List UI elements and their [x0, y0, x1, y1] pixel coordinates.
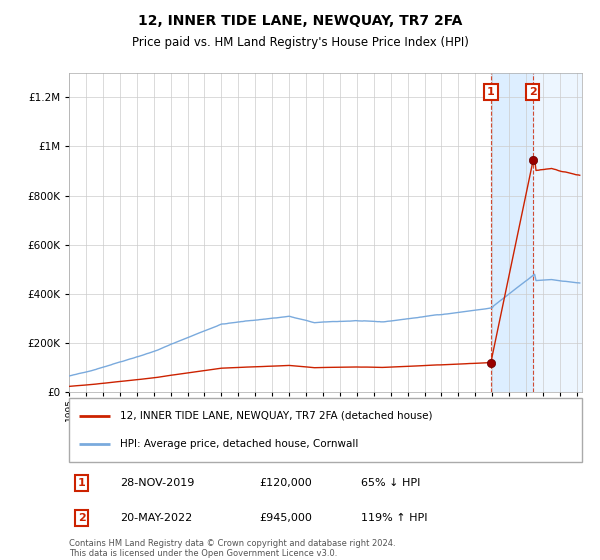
Bar [533, 73, 582, 392]
Text: 119% ↑ HPI: 119% ↑ HPI [361, 513, 428, 523]
Text: 1: 1 [78, 478, 86, 488]
Text: 2: 2 [78, 513, 86, 523]
Text: £945,000: £945,000 [259, 513, 311, 523]
Text: £120,000: £120,000 [259, 478, 311, 488]
Text: 1: 1 [487, 87, 495, 97]
Text: HPI: Average price, detached house, Cornwall: HPI: Average price, detached house, Corn… [121, 439, 359, 449]
Text: 20-MAY-2022: 20-MAY-2022 [121, 513, 193, 523]
Text: Contains HM Land Registry data © Crown copyright and database right 2024.
This d: Contains HM Land Registry data © Crown c… [69, 539, 395, 558]
Text: Price paid vs. HM Land Registry's House Price Index (HPI): Price paid vs. HM Land Registry's House … [131, 36, 469, 49]
Bar [491, 73, 533, 392]
Text: 12, INNER TIDE LANE, NEWQUAY, TR7 2FA: 12, INNER TIDE LANE, NEWQUAY, TR7 2FA [138, 14, 462, 28]
Text: 65% ↓ HPI: 65% ↓ HPI [361, 478, 421, 488]
FancyBboxPatch shape [69, 398, 582, 462]
Text: 28-NOV-2019: 28-NOV-2019 [121, 478, 194, 488]
Text: 12, INNER TIDE LANE, NEWQUAY, TR7 2FA (detached house): 12, INNER TIDE LANE, NEWQUAY, TR7 2FA (d… [121, 410, 433, 421]
Text: 2: 2 [529, 87, 536, 97]
